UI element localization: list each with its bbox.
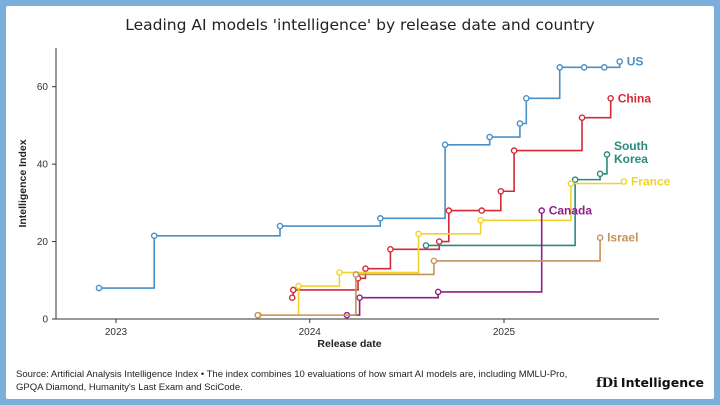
data-point-us xyxy=(441,141,449,149)
series-line-canada xyxy=(346,210,543,316)
data-point-us xyxy=(522,95,530,102)
data-point-canada xyxy=(538,207,545,214)
data-point-france xyxy=(415,230,422,238)
data-point-us xyxy=(601,64,608,71)
x-axis-label: Release date xyxy=(317,338,381,350)
data-point-israel xyxy=(430,257,438,265)
data-point-us xyxy=(486,133,493,141)
x-tick-label: 2025 xyxy=(493,327,516,338)
data-point-china xyxy=(497,187,505,195)
source-note: Source: Artificial Analysis Intelligence… xyxy=(16,369,568,393)
y-tick-label: 0 xyxy=(42,315,48,326)
series-label-south-korea: South xyxy=(614,139,648,153)
data-point-china xyxy=(478,207,486,214)
data-point-south-korea xyxy=(422,242,430,249)
y-axis-label: Intelligence Index xyxy=(17,139,29,227)
data-point-us xyxy=(616,58,624,65)
data-point-us xyxy=(276,222,284,230)
chart-card: Leading AI models 'intelligence' by rele… xyxy=(6,6,714,399)
brand-name: Intelligence xyxy=(620,375,704,390)
data-point-south-korea xyxy=(596,170,604,178)
data-point-france xyxy=(567,180,575,187)
data-point-canada xyxy=(356,294,363,302)
x-tick-label: 2023 xyxy=(105,327,128,338)
data-point-france xyxy=(295,282,302,290)
data-point-israel xyxy=(596,234,604,241)
series-label-canada: Canada xyxy=(549,204,593,218)
series-line-israel xyxy=(257,237,601,316)
series-label-france: France xyxy=(631,175,671,189)
data-point-china xyxy=(607,95,614,102)
series-label-south-korea: Korea xyxy=(614,152,648,166)
data-point-canada xyxy=(434,288,442,296)
series-line-china xyxy=(292,98,612,299)
series-line-france xyxy=(258,181,625,316)
x-tick-label: 2024 xyxy=(299,327,322,338)
data-point-china xyxy=(289,286,297,294)
series-label-us: US xyxy=(627,55,644,69)
data-point-china xyxy=(362,265,369,272)
series-line-south-korea xyxy=(425,154,608,247)
data-point-us xyxy=(516,120,524,127)
data-point-france xyxy=(336,269,343,276)
chart-plot: 0 20 40 60 2023 2024 2025 Release date Intellige… xyxy=(17,48,671,350)
chart-title: Leading AI models 'intelligence' by rele… xyxy=(125,16,595,34)
y-tick-label: 60 xyxy=(37,82,49,93)
series-label-china: China xyxy=(618,91,652,105)
data-point-south-korea xyxy=(571,176,579,183)
data-point-us xyxy=(95,284,103,292)
data-point-china xyxy=(445,207,453,214)
data-point-us xyxy=(377,215,384,222)
y-tick-label: 40 xyxy=(37,160,49,171)
brand-logo: fDi Intelligence xyxy=(596,375,704,391)
data-point-china xyxy=(387,246,394,253)
data-point-south-korea xyxy=(603,151,611,158)
data-point-france xyxy=(620,178,628,185)
data-point-france xyxy=(477,216,484,224)
data-point-us xyxy=(556,64,564,71)
series-label-israel: Israel xyxy=(607,231,638,245)
brand-mark: fDi xyxy=(596,376,618,391)
data-point-china xyxy=(288,294,296,302)
data-point-us xyxy=(580,64,588,71)
data-point-china xyxy=(578,114,586,121)
data-point-israel xyxy=(352,271,360,278)
data-point-china xyxy=(435,238,443,245)
data-point-china xyxy=(510,147,518,154)
y-tick-label: 20 xyxy=(37,237,49,248)
data-point-us xyxy=(150,232,158,240)
data-point-israel xyxy=(254,311,262,319)
